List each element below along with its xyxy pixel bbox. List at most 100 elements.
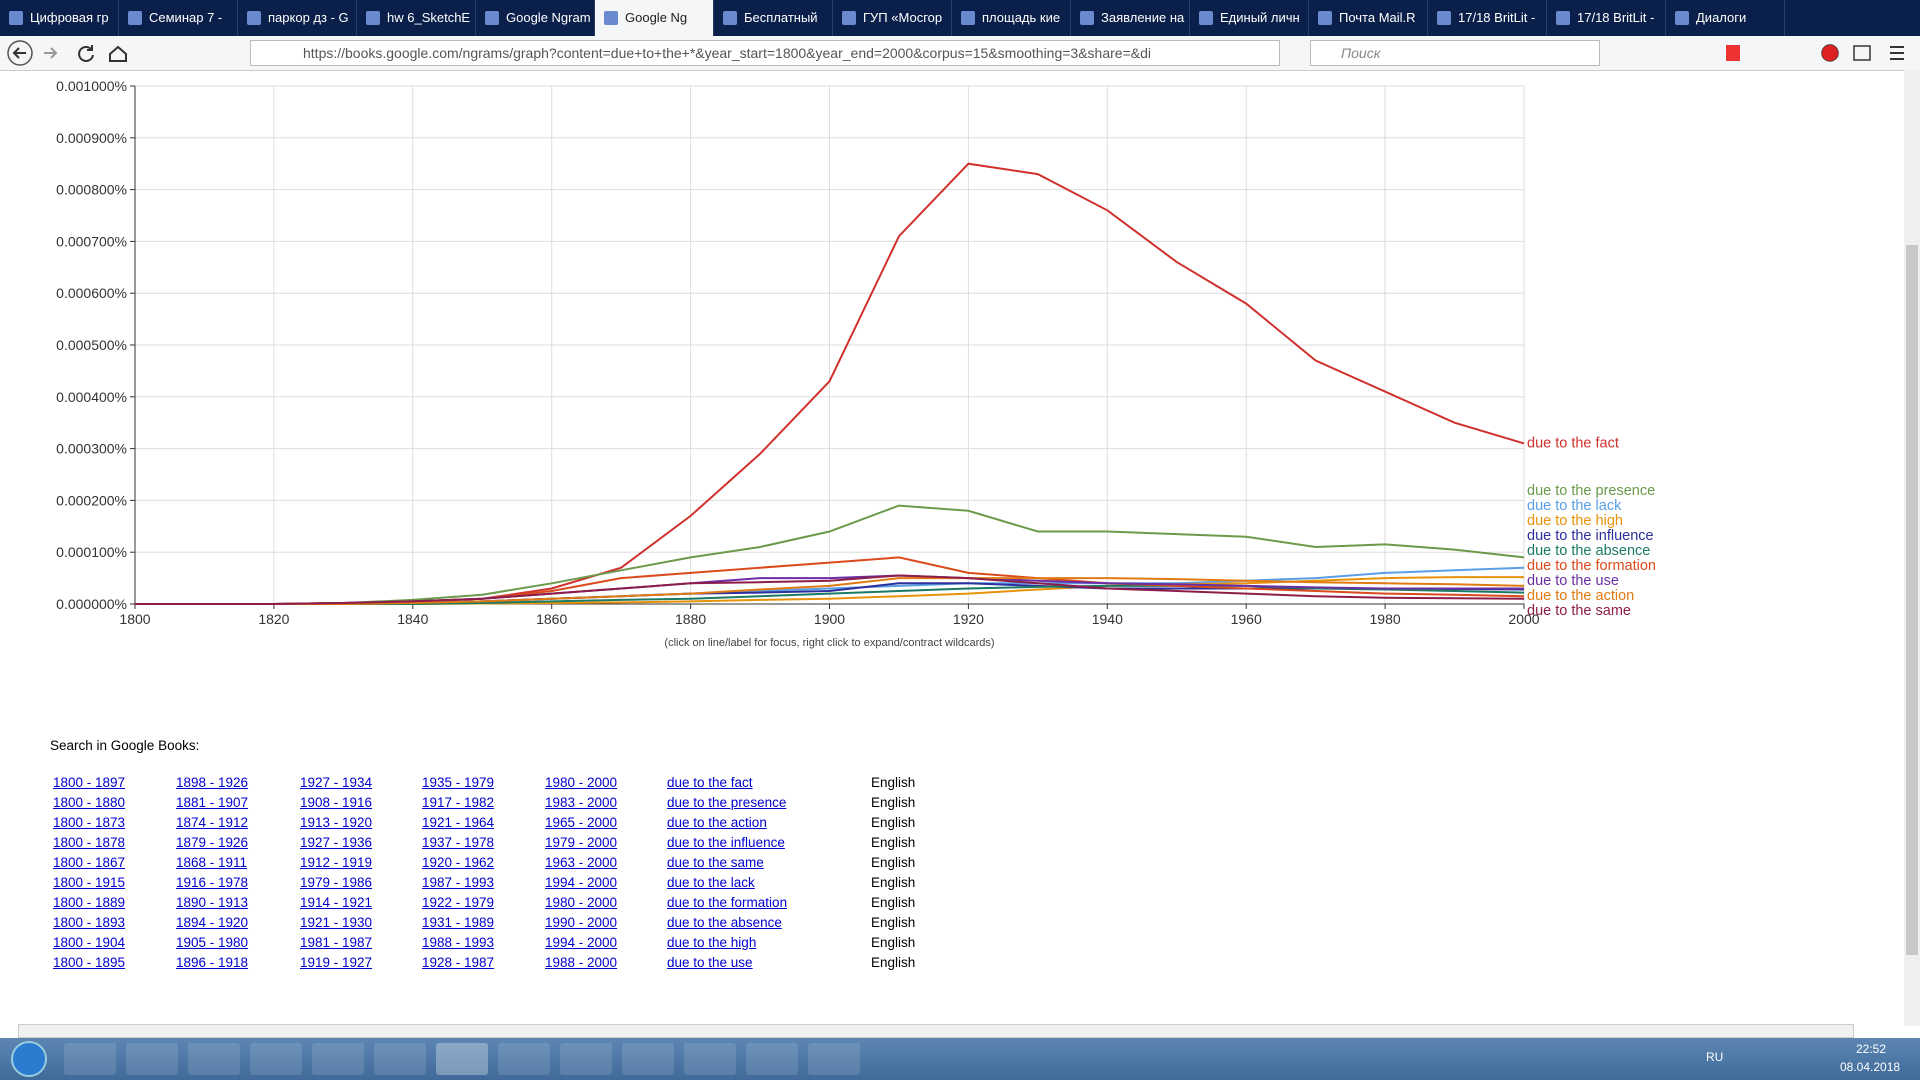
book-link[interactable]: 1908 - 1916: [300, 795, 373, 810]
book-link[interactable]: 1980 - 2000: [545, 895, 618, 910]
book-link[interactable]: 1979 - 2000: [545, 835, 618, 850]
legend-label[interactable]: due to the action: [1527, 588, 1634, 604]
book-link[interactable]: 1927 - 1936: [300, 835, 373, 850]
book-link[interactable]: 1800 - 1867: [53, 855, 126, 870]
book-link[interactable]: 1931 - 1989: [422, 915, 495, 930]
book-link[interactable]: due to the use: [667, 955, 753, 970]
taskbar-icon[interactable]: [188, 1043, 240, 1075]
book-link[interactable]: due to the formation: [667, 895, 788, 910]
clock-date[interactable]: 08.04.2018: [1840, 1060, 1901, 1074]
legend-label[interactable]: due to the formation: [1527, 558, 1656, 574]
book-link[interactable]: 1921 - 1930: [300, 915, 373, 930]
book-link[interactable]: 1913 - 1920: [300, 815, 373, 830]
taskbar-icon[interactable]: [498, 1043, 550, 1075]
book-link[interactable]: 1979 - 1986: [300, 875, 373, 890]
taskbar-icon[interactable]: [808, 1043, 860, 1075]
book-link[interactable]: due to the same: [667, 855, 764, 870]
nav-buttons[interactable]: [0, 36, 240, 70]
book-link[interactable]: 1800 - 1897: [53, 775, 126, 790]
browser-tab[interactable]: Диалоги: [1666, 0, 1785, 36]
book-link[interactable]: 1927 - 1934: [300, 775, 373, 790]
browser-tab[interactable]: Цифровая гр: [0, 0, 119, 36]
horizontal-scrollbar[interactable]: [18, 1024, 1854, 1038]
legend-label[interactable]: due to the lack: [1527, 498, 1622, 514]
browser-tab[interactable]: Google Ngram: [476, 0, 595, 36]
browser-tab[interactable]: ГУП «Мосгор: [833, 0, 952, 36]
taskbar-icon[interactable]: [684, 1043, 736, 1075]
taskbar-icon[interactable]: [250, 1043, 302, 1075]
taskbar-icon[interactable]: [312, 1043, 364, 1075]
clock-time[interactable]: 22:52: [1856, 1042, 1887, 1056]
book-link[interactable]: 1800 - 1893: [53, 915, 126, 930]
book-link[interactable]: due to the fact: [667, 775, 753, 790]
browser-tab[interactable]: паркор дз - G: [238, 0, 357, 36]
book-link[interactable]: 1881 - 1907: [176, 795, 249, 810]
scroll-thumb[interactable]: [1906, 245, 1918, 955]
legend-label[interactable]: due to the presence: [1527, 483, 1655, 499]
browser-tab[interactable]: Почта Mail.R: [1309, 0, 1428, 36]
book-link[interactable]: 1988 - 1993: [422, 935, 495, 950]
start-button[interactable]: [4, 1038, 54, 1080]
book-link[interactable]: 1868 - 1911: [176, 855, 248, 870]
book-link[interactable]: 1800 - 1889: [53, 895, 126, 910]
legend-label[interactable]: due to the same: [1527, 603, 1631, 619]
book-link[interactable]: 1983 - 2000: [545, 795, 618, 810]
book-link[interactable]: 1896 - 1918: [176, 955, 249, 970]
toolbar-icons[interactable]: [1620, 36, 1920, 70]
book-link[interactable]: 1935 - 1979: [422, 775, 495, 790]
book-link[interactable]: 1988 - 2000: [545, 955, 618, 970]
browser-tab[interactable]: 17/18 BritLit -: [1547, 0, 1666, 36]
book-link[interactable]: 1922 - 1979: [422, 895, 495, 910]
book-link[interactable]: due to the presence: [667, 795, 787, 810]
book-link[interactable]: 1800 - 1915: [53, 875, 126, 890]
book-link[interactable]: 1928 - 1987: [422, 955, 495, 970]
taskbar-icon[interactable]: [560, 1043, 612, 1075]
book-link[interactable]: 1912 - 1919: [300, 855, 373, 870]
book-link[interactable]: 1898 - 1926: [176, 775, 249, 790]
taskbar-icon[interactable]: [746, 1043, 798, 1075]
legend-label[interactable]: due to the use: [1527, 573, 1619, 589]
book-link[interactable]: 1981 - 1987: [300, 935, 373, 950]
series-line[interactable]: [135, 577, 1525, 605]
book-link[interactable]: 1800 - 1878: [53, 835, 126, 850]
legend-label[interactable]: due to the influence: [1527, 528, 1654, 544]
taskbar-icon[interactable]: [622, 1043, 674, 1075]
book-link[interactable]: 1874 - 1912: [176, 815, 249, 830]
taskbar-icon[interactable]: [436, 1043, 488, 1075]
book-link[interactable]: 1937 - 1978: [422, 835, 495, 850]
search-box[interactable]: Поиск: [1310, 40, 1600, 66]
book-link[interactable]: 1905 - 1980: [176, 935, 249, 950]
book-link[interactable]: due to the action: [667, 815, 767, 830]
series-line[interactable]: [135, 574, 1525, 605]
book-link[interactable]: 1917 - 1982: [422, 795, 495, 810]
book-link[interactable]: due to the influence: [667, 835, 785, 850]
book-link[interactable]: 1920 - 1962: [422, 855, 495, 870]
book-link[interactable]: 1965 - 2000: [545, 815, 618, 830]
browser-tab[interactable]: Заявление на: [1071, 0, 1190, 36]
taskbar-icon[interactable]: [64, 1043, 116, 1075]
book-link[interactable]: due to the absence: [667, 915, 782, 930]
book-link[interactable]: 1921 - 1964: [422, 815, 495, 830]
book-link[interactable]: 1890 - 1913: [176, 895, 249, 910]
browser-tab[interactable]: Единый личн: [1190, 0, 1309, 36]
browser-tab[interactable]: Семинар 7 -: [119, 0, 238, 36]
taskbar-icon[interactable]: [126, 1043, 178, 1075]
book-link[interactable]: 1800 - 1895: [53, 955, 126, 970]
browser-tab[interactable]: площадь кие: [952, 0, 1071, 36]
book-link[interactable]: 1994 - 2000: [545, 935, 618, 950]
book-link[interactable]: 1800 - 1873: [53, 815, 126, 830]
browser-tab[interactable]: 17/18 BritLit -: [1428, 0, 1547, 36]
legend-label[interactable]: due to the high: [1527, 513, 1623, 529]
book-link[interactable]: 1987 - 1993: [422, 875, 495, 890]
browser-tab[interactable]: Google Ng: [595, 0, 714, 36]
taskbar-icon[interactable]: [374, 1043, 426, 1075]
book-link[interactable]: 1879 - 1926: [176, 835, 249, 850]
book-link[interactable]: 1916 - 1978: [176, 875, 249, 890]
url-bar[interactable]: https://books.google.com/ngrams/graph?co…: [250, 40, 1280, 66]
book-link[interactable]: 1980 - 2000: [545, 775, 618, 790]
browser-tab[interactable]: Бесплатный: [714, 0, 833, 36]
book-link[interactable]: 1914 - 1921: [300, 895, 373, 910]
browser-tab[interactable]: hw 6_SketchE: [357, 0, 476, 36]
language[interactable]: RU: [1706, 1050, 1724, 1064]
book-link[interactable]: 1963 - 2000: [545, 855, 618, 870]
